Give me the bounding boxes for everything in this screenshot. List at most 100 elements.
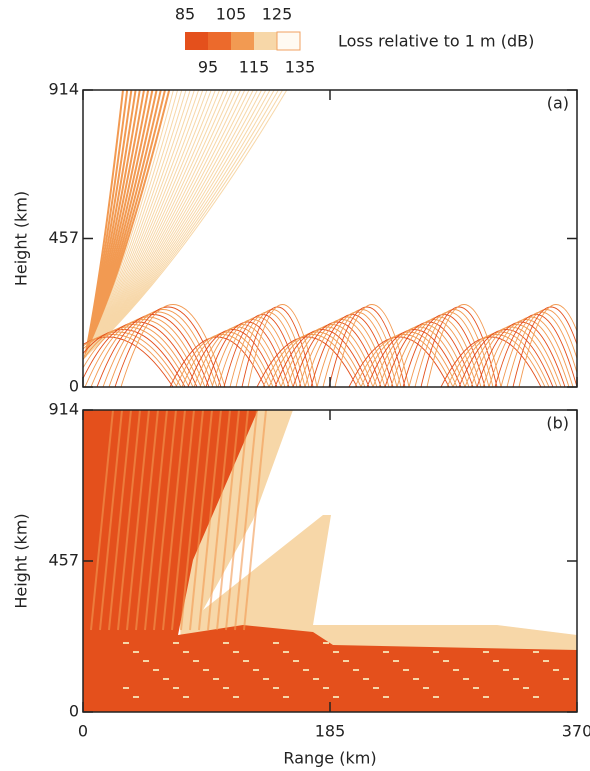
speckle bbox=[493, 660, 499, 662]
stripe bbox=[126, 410, 150, 631]
speckle bbox=[523, 642, 529, 644]
speckle bbox=[173, 642, 179, 644]
speckle bbox=[433, 651, 439, 653]
plot-area bbox=[82, 409, 578, 713]
ray bbox=[114, 306, 222, 387]
legend-title: Loss relative to 1 m (dB) bbox=[338, 32, 534, 51]
speckle bbox=[383, 696, 389, 698]
stripe bbox=[162, 410, 186, 631]
ray bbox=[316, 311, 398, 387]
stripe bbox=[171, 410, 195, 631]
speckle bbox=[233, 651, 239, 653]
speckle bbox=[513, 678, 519, 680]
ray bbox=[83, 329, 186, 387]
speckle bbox=[553, 669, 559, 671]
ray bbox=[452, 331, 550, 387]
ray bbox=[256, 336, 358, 387]
ray bbox=[322, 309, 402, 387]
ray bbox=[396, 316, 482, 387]
speckle bbox=[223, 642, 229, 644]
speckle bbox=[283, 651, 289, 653]
ray bbox=[354, 334, 454, 387]
speckle bbox=[343, 660, 349, 662]
speckle bbox=[183, 696, 189, 698]
plot-area bbox=[82, 89, 578, 388]
x-axis-label: Range (km) bbox=[283, 749, 376, 768]
stripe bbox=[144, 410, 168, 631]
speckle bbox=[433, 696, 439, 698]
y-tick-label: 914 bbox=[48, 400, 79, 419]
ray bbox=[518, 304, 577, 387]
speckle bbox=[463, 678, 469, 680]
speckle bbox=[293, 660, 299, 662]
speckle bbox=[503, 669, 509, 671]
stripe bbox=[117, 410, 141, 631]
speckle bbox=[473, 642, 479, 644]
ray bbox=[408, 311, 490, 387]
speckle bbox=[323, 642, 329, 644]
ray bbox=[83, 326, 190, 387]
speckle bbox=[123, 642, 129, 644]
legend-swatch bbox=[254, 32, 277, 50]
stripe bbox=[180, 410, 204, 631]
speckle bbox=[153, 669, 159, 671]
ray bbox=[211, 319, 294, 387]
zone-dark bbox=[83, 410, 577, 712]
ray bbox=[440, 336, 542, 387]
speckle bbox=[243, 660, 249, 662]
legend-tick-label: 95 bbox=[198, 58, 218, 77]
stripe bbox=[108, 410, 132, 631]
legend-swatch bbox=[231, 32, 254, 50]
speckle bbox=[483, 651, 489, 653]
y-tick-label: 457 bbox=[48, 228, 79, 247]
speckle bbox=[313, 678, 319, 680]
speckle bbox=[423, 642, 429, 644]
speckle bbox=[273, 642, 279, 644]
speckle bbox=[183, 651, 189, 653]
speckle bbox=[373, 642, 379, 644]
speckle bbox=[133, 651, 139, 653]
speckle bbox=[173, 687, 179, 689]
speckle bbox=[533, 651, 539, 653]
ray bbox=[83, 324, 194, 387]
stripe bbox=[216, 410, 240, 631]
speckle bbox=[203, 669, 209, 671]
ray bbox=[366, 329, 462, 387]
ray bbox=[286, 324, 378, 387]
ray bbox=[205, 321, 290, 387]
legend-tick-label: 105 bbox=[216, 5, 247, 24]
speckle bbox=[143, 660, 149, 662]
x-tick-label: 185 bbox=[315, 722, 346, 741]
ray bbox=[494, 314, 577, 387]
stripe bbox=[99, 410, 123, 631]
ray bbox=[446, 334, 546, 387]
legend-tick-label: 85 bbox=[175, 5, 195, 24]
ray bbox=[298, 319, 386, 387]
speckle bbox=[383, 651, 389, 653]
ray bbox=[414, 309, 494, 387]
ray bbox=[482, 319, 570, 387]
speckle bbox=[193, 660, 199, 662]
y-axis-label: Height (km) bbox=[12, 191, 31, 286]
stripe bbox=[135, 410, 159, 631]
x-tick-label: 370 bbox=[562, 722, 590, 741]
ray bbox=[464, 326, 558, 387]
ray bbox=[512, 306, 577, 387]
speckle bbox=[253, 669, 259, 671]
speckle bbox=[543, 660, 549, 662]
speckle bbox=[473, 687, 479, 689]
speckle bbox=[443, 660, 449, 662]
speckle bbox=[363, 678, 369, 680]
ray bbox=[500, 311, 577, 387]
ray bbox=[83, 334, 178, 387]
ray bbox=[96, 314, 210, 387]
ray bbox=[83, 336, 174, 387]
panel-label: (b) bbox=[546, 414, 569, 433]
ray bbox=[360, 331, 458, 387]
ray bbox=[304, 316, 390, 387]
ray bbox=[458, 329, 554, 387]
panel-label: (a) bbox=[547, 94, 569, 113]
ray bbox=[378, 324, 470, 387]
speckle bbox=[453, 669, 459, 671]
speckle bbox=[233, 696, 239, 698]
